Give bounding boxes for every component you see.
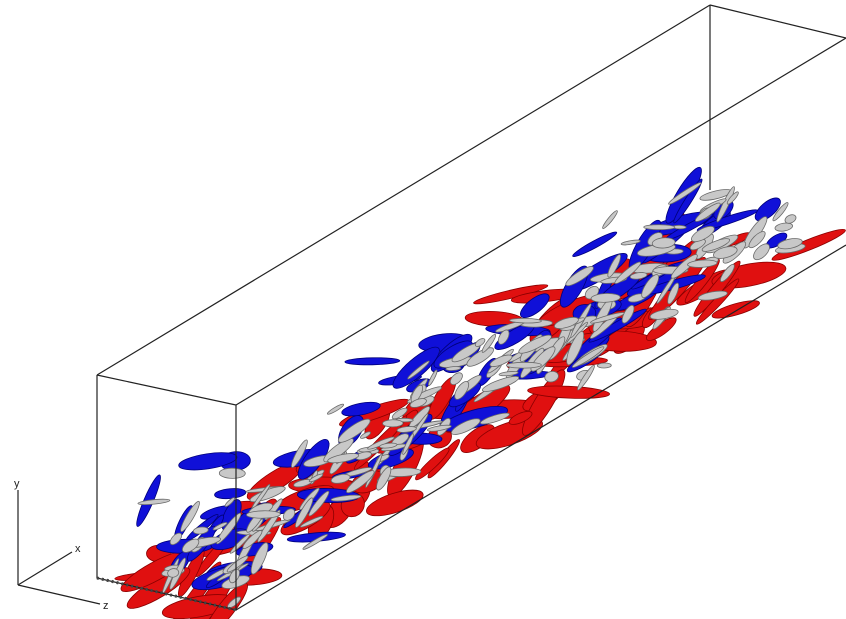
back-top-edge	[710, 5, 846, 38]
flow-visualization: y x z	[0, 0, 846, 619]
x-label: x	[75, 543, 81, 555]
z-label: z	[103, 600, 109, 612]
vortex-blob	[214, 487, 246, 500]
vortex-blob	[345, 357, 400, 365]
x-axis	[18, 552, 72, 585]
vortex-blob	[571, 229, 618, 259]
vortex-blob	[510, 318, 542, 323]
axis-triad: y x z	[14, 478, 109, 612]
y-label: y	[14, 478, 20, 490]
vortex-blob	[427, 369, 438, 386]
vortex-blob	[506, 362, 541, 368]
z-axis	[18, 585, 100, 604]
vortex-blob	[219, 468, 245, 479]
vortex-structures	[114, 164, 846, 619]
vortex-blob	[601, 209, 619, 229]
vortex-blob	[644, 225, 675, 230]
vortex-blob	[383, 420, 404, 428]
vortex-blob	[597, 363, 611, 368]
